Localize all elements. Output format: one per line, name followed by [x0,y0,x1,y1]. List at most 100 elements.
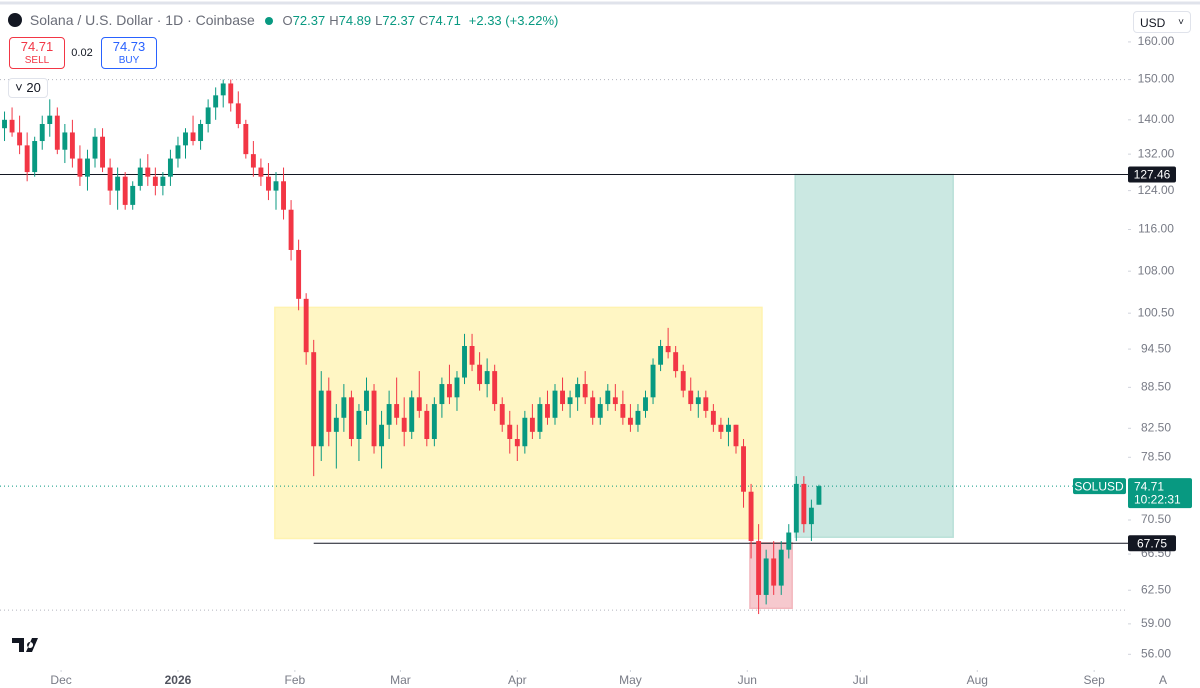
candle-body [710,410,716,425]
currency-select[interactable]: USD ˅ [1133,11,1191,33]
x-tick-label: May [619,673,642,687]
candle-body [17,132,23,146]
y-tick-label: 160.00 [1138,34,1175,48]
candle-body [643,397,648,411]
ohlc: O72.37 H74.89 L72.37 C74.71 [283,13,465,28]
header: Solana / U.S. Dollar · 1D · Coinbase O72… [8,12,558,28]
candle-body [130,185,136,205]
y-tick-label: 59.00 [1141,616,1171,630]
y-tick-label: 70.50 [1141,512,1171,526]
candle-body [115,176,121,191]
candle-body [235,103,241,124]
candle-body [100,136,106,168]
candle-body [281,181,286,210]
candle-body [228,83,234,104]
y-tick-label: 78.50 [1141,449,1171,463]
candle-body [296,249,302,299]
candle-body [741,446,746,492]
candle-body [77,158,83,177]
buy-label: BUY [118,55,140,66]
candle-body [552,390,558,418]
candle-body [665,346,671,353]
candle-body [213,95,219,108]
candle-body [605,390,611,405]
candle-body [499,404,505,425]
change: +2.33 (+3.22%) [468,13,559,28]
candle-body [9,119,15,133]
last-price: 74.71 [1134,479,1164,493]
candle-body [152,176,158,186]
candle-body [560,390,565,405]
x-tick-label: Mar [390,673,411,687]
candle-body [62,132,68,150]
buy-button[interactable]: 74.73 BUY [101,37,157,69]
status-dot [264,17,273,25]
ohlc-item: L72.37 [375,13,415,28]
candle-body [808,507,814,525]
ohlc-item: H74.89 [329,13,371,28]
candle-body [250,154,256,168]
sell-button[interactable]: 74.71 SELL [9,37,65,69]
candle-body [311,352,317,447]
candle-body [318,390,324,447]
candle-body [545,404,550,418]
symbol-icon [8,13,22,27]
candle-body [431,404,437,439]
candle-body [756,541,762,595]
sell-price: 74.71 [20,39,54,54]
candle-body [394,404,400,418]
candle-body [198,123,204,142]
candle-body [627,417,633,425]
y-tick-label: 62.50 [1141,582,1171,596]
candle-body [462,346,467,378]
candle-body [258,167,264,177]
candle-body [175,145,181,159]
candle-body [695,397,701,405]
candle-body [658,346,664,365]
candle-body [303,298,309,353]
candle-body [107,167,113,191]
y-tick-label: 100.50 [1138,305,1175,319]
x-tick-label: Aug [967,673,988,687]
y-tick-label: 94.50 [1141,341,1171,355]
candle-body [356,410,362,439]
level-label: 67.75 [1137,536,1167,550]
x-tick-label: Jun [738,673,757,687]
candle-body [575,384,581,398]
candle-body [326,390,332,432]
candle-body [409,397,415,432]
candle-body [771,558,777,586]
ohlc-key: H [329,13,339,28]
candle-body [567,397,573,405]
candle-body [454,377,460,398]
candle-body [529,417,535,432]
candle-body [439,384,445,405]
candle-body [612,397,618,405]
y-tick-label: 108.00 [1138,263,1175,277]
candle-body [386,404,392,425]
candle-body [54,115,60,150]
candle-body [266,176,271,191]
level-label-bg [1128,535,1176,552]
y-tick-label: 82.50 [1141,420,1171,434]
candle-body [220,83,226,96]
candle-body [688,390,694,405]
candle-body [763,558,769,595]
candle-body [47,115,53,124]
candle-body [416,397,422,411]
candle-body [469,346,475,365]
candle-body [801,483,807,525]
candle-body [145,167,151,177]
y-tick-label: 150.00 [1138,72,1175,86]
indicator-count: 20 [26,80,41,95]
corner-button[interactable]: A [1159,673,1167,687]
ohlc-key: C [418,13,429,28]
y-tick-label: 56.00 [1141,646,1171,660]
x-tick-label: Jul [853,673,868,687]
zone [274,306,763,540]
symbol-title[interactable]: Solana / U.S. Dollar · 1D · Coinbase [29,12,255,28]
candle-body [507,424,513,439]
last-symbol-bg [1073,478,1126,495]
indicator-toggle[interactable]: ˅ 20 [8,78,48,98]
